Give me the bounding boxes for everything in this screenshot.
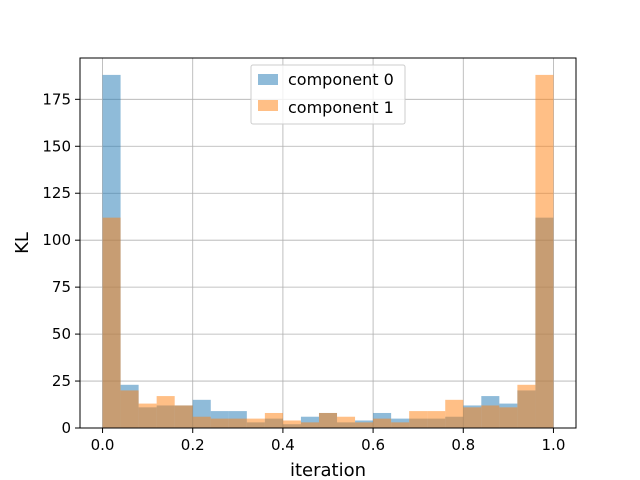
histogram-bar <box>517 384 536 428</box>
x-tick-label: 0.8 <box>451 436 475 454</box>
legend-label-component-0: component 0 <box>288 70 394 89</box>
histogram-bar <box>192 416 211 428</box>
x-tick-label: 0.0 <box>91 436 115 454</box>
x-tick-label: 1.0 <box>542 436 566 454</box>
histogram-bar <box>427 411 446 428</box>
histogram-bar <box>373 418 392 428</box>
legend-label-component-1: component 1 <box>288 98 394 117</box>
y-tick-label: 25 <box>52 372 71 390</box>
histogram-bar <box>463 407 482 428</box>
y-tick-label: 0 <box>61 419 71 437</box>
legend-swatch-component-0 <box>258 74 278 85</box>
histogram-bar <box>156 396 175 428</box>
x-tick-label: 0.6 <box>361 436 385 454</box>
histogram-bar <box>391 422 410 428</box>
bars-layer <box>102 74 554 428</box>
histogram-bar <box>120 390 139 428</box>
y-axis-label: KL <box>12 232 33 254</box>
histogram-bar <box>499 407 518 428</box>
y-tick-label: 150 <box>42 137 71 155</box>
legend: component 0 component 1 <box>250 64 406 125</box>
x-tick-label: 0.2 <box>181 436 205 454</box>
y-axis-ticks: 0 25 50 75 100 125 150 175 <box>42 90 80 437</box>
histogram-bar <box>102 217 121 428</box>
histogram-bar <box>300 422 319 428</box>
x-axis-ticks: 0.0 0.2 0.4 0.6 0.8 1.0 <box>91 428 566 454</box>
histogram-bar <box>210 418 229 428</box>
x-axis-label: iteration <box>290 460 366 480</box>
histogram-bar <box>264 412 283 428</box>
histogram-bar <box>445 399 464 428</box>
histogram-bar <box>174 405 193 428</box>
histogram-bar <box>481 405 500 428</box>
series-component-1 <box>102 74 554 428</box>
histogram-bar <box>228 418 247 428</box>
x-tick-label: 0.4 <box>271 436 295 454</box>
histogram-bar <box>355 422 374 428</box>
histogram-bar <box>337 416 356 428</box>
histogram-bar <box>535 74 554 428</box>
legend-frame <box>250 64 406 125</box>
y-tick-label: 125 <box>42 184 71 202</box>
histogram-bar <box>282 420 301 428</box>
histogram-bar <box>138 403 157 428</box>
y-tick-label: 175 <box>42 90 71 108</box>
y-tick-label: 75 <box>52 278 71 296</box>
y-tick-label: 100 <box>42 231 71 249</box>
histogram-bar <box>409 411 428 428</box>
histogram-bar <box>318 412 338 428</box>
y-tick-label: 50 <box>52 325 71 343</box>
histogram-bar <box>246 418 265 428</box>
legend-swatch-component-1 <box>258 100 278 111</box>
axes-frame <box>79 57 577 429</box>
